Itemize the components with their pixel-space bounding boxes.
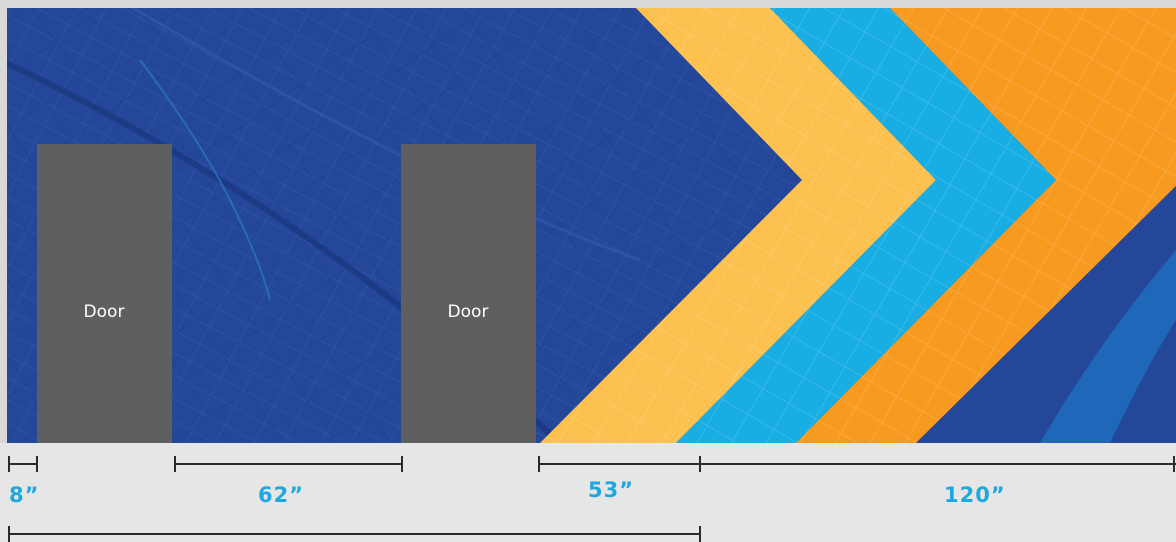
map-river [139,59,271,301]
dimension-8in-label: 8” [9,483,40,507]
door-2: Door [401,144,536,443]
map-road-2 [119,0,641,262]
dimension-62in-label: 62” [258,483,305,507]
wall-graphic: Door Door [0,0,1176,443]
door-1: Door [37,144,172,443]
door-1-label: Door [84,302,125,322]
dimension-120in-label: 120” [944,483,1006,507]
door-2-label: Door [448,302,489,322]
right-river [1040,250,1176,443]
wall-top-edge [0,0,1176,8]
wall-left-edge [0,0,7,443]
chevron-map-texture [540,8,1176,443]
dimension-53in-label: 53” [588,478,635,502]
